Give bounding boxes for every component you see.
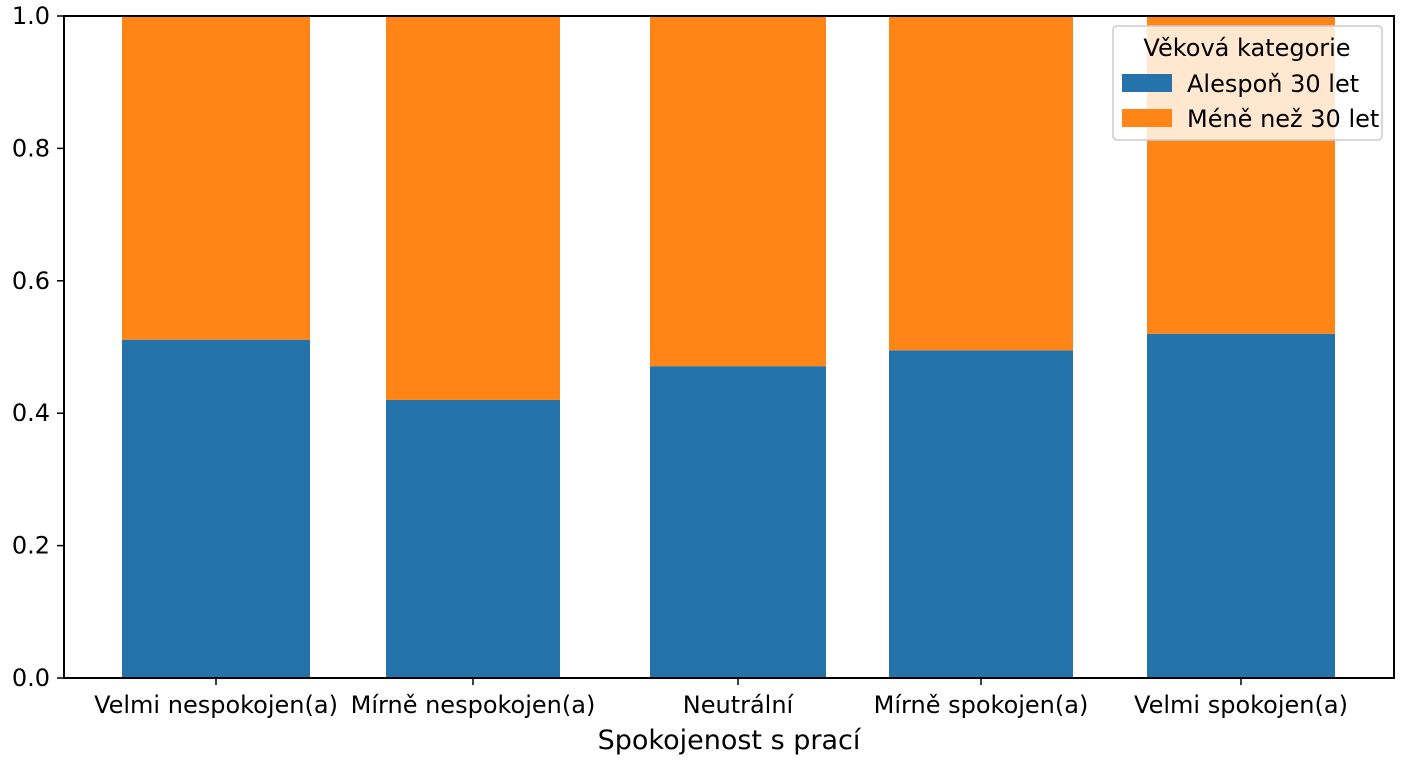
legend-label: Alespoň 30 let — [1187, 70, 1359, 98]
y-tick-label: 0.8 — [12, 134, 50, 162]
bar-segment-alespon-30-4 — [1147, 333, 1335, 678]
bar-segment-alespon-30-2 — [650, 366, 826, 678]
bar-segment-alespon-30-1 — [386, 399, 560, 678]
x-tick-label: Mírně nespokojen(a) — [351, 691, 596, 719]
legend-frame — [1112, 25, 1383, 141]
legend-swatch — [1122, 74, 1172, 92]
y-tick-label: 1.0 — [12, 2, 50, 30]
y-tick-label: 0.6 — [12, 267, 50, 295]
x-tick-label: Neutrální — [683, 691, 795, 719]
y-tick-label: 0.4 — [12, 399, 50, 427]
bar-segment-mene-nez-30-1 — [386, 16, 560, 400]
bar-segment-mene-nez-30-3 — [889, 16, 1073, 351]
x-axis: Velmi nespokojen(a) Mírně nespokojen(a) Ne… — [94, 678, 1348, 719]
bar-segment-alespon-30-0 — [122, 339, 310, 678]
y-tick-label: 0.2 — [12, 532, 50, 560]
legend-title: Věková kategorie — [1143, 34, 1350, 62]
legend-swatch — [1122, 109, 1172, 127]
y-tick-label: 0.0 — [12, 664, 50, 692]
bars-layer — [122, 16, 1335, 678]
plot-frame — [63, 15, 1395, 679]
x-tick-label: Mírně spokojen(a) — [874, 691, 1089, 719]
legend-label: Méně než 30 let — [1187, 105, 1379, 133]
bar-segment-mene-nez-30-0 — [122, 16, 310, 340]
x-axis-title: Spokojenost s prací — [598, 725, 862, 756]
bar-segment-mene-nez-30-2 — [650, 16, 826, 367]
bar-segment-alespon-30-3 — [889, 350, 1073, 678]
legend: Věková kategorie Alespoň 30 let Méně než … — [1112, 25, 1383, 141]
x-tick-label: Velmi spokojen(a) — [1134, 691, 1348, 719]
y-axis: 0.0 0.2 0.4 0.6 0.8 1.0 — [12, 2, 64, 692]
x-tick-label: Velmi nespokojen(a) — [94, 691, 338, 719]
